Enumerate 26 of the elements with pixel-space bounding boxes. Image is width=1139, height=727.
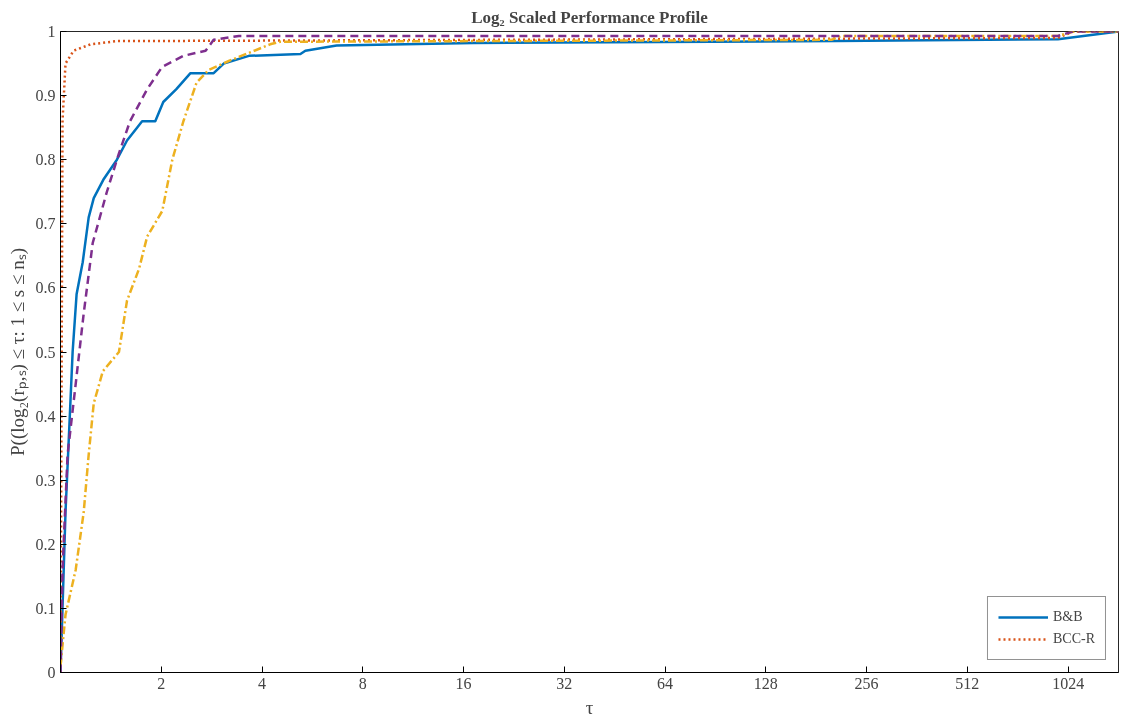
x-axis-title: τ <box>585 696 594 718</box>
x-tick-label: 8 <box>358 674 367 692</box>
x-tick-label: 256 <box>854 674 879 692</box>
y-tick-label: 0.8 <box>35 151 56 169</box>
y-tick-label: 0.3 <box>35 471 56 489</box>
x-tick-label: 512 <box>955 674 980 692</box>
legend-label: BCC-R <box>1052 631 1095 647</box>
y-tick-label: 0.6 <box>35 279 56 297</box>
x-tick-label: 4 <box>258 674 267 692</box>
x-tick-label: 2 <box>157 674 166 692</box>
y-tick-label: 0.9 <box>35 87 56 105</box>
x-tick-label: 64 <box>657 674 674 692</box>
y-tick-label: 1 <box>47 23 56 40</box>
y-tick-label: 0.2 <box>35 535 56 553</box>
y-tick-label: 0.7 <box>35 215 56 233</box>
y-tick-label: 0 <box>47 664 56 681</box>
y-tick-label: 0.4 <box>35 407 56 425</box>
y-tick-label: 0.1 <box>35 599 56 617</box>
y-tick-label: 0.5 <box>35 343 56 361</box>
chart-title: Log₂ Scaled Performance Profile <box>471 7 709 27</box>
y-axis-title: P((log₂(rₚ,ₛ) ≤ τ: 1 ≤ s ≤ nₛ) <box>6 247 29 457</box>
x-tick-label: 32 <box>556 674 573 692</box>
legend-label: B&B <box>1052 609 1083 625</box>
x-tick-label: 16 <box>455 674 472 692</box>
x-tick-label: 1024 <box>1052 674 1085 692</box>
x-tick-label: 128 <box>753 674 778 692</box>
